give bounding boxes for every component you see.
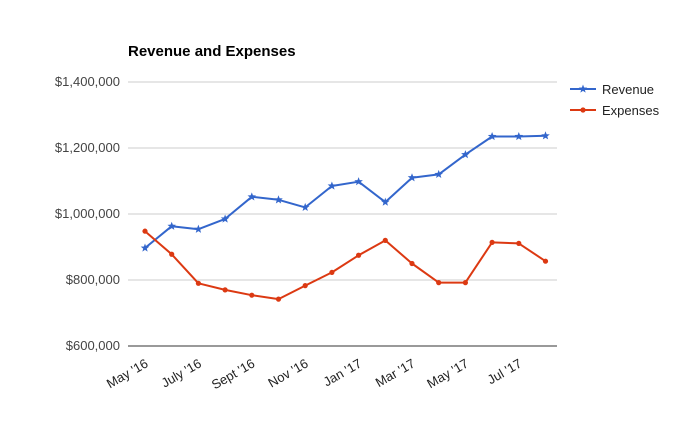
x-tick-label: Jul '17 [485,356,525,388]
chart-title: Revenue and Expenses [128,43,296,60]
expenses-data-point[interactable] [195,280,201,286]
revenue-data-point[interactable] [541,131,550,140]
expenses-data-point[interactable] [169,251,175,257]
revenue-data-point[interactable] [274,195,283,204]
expenses-data-point[interactable] [382,237,388,243]
revenue-data-point[interactable] [220,214,230,223]
x-tick-label: Nov '16 [265,356,310,391]
revenue-data-point[interactable] [407,173,417,182]
revenue-data-point[interactable] [140,243,150,252]
expenses-data-point[interactable] [142,228,148,234]
expenses-data-point[interactable] [516,240,522,246]
revenue-data-point[interactable] [327,181,337,190]
expenses-data-point[interactable] [329,269,335,276]
expenses-data-point[interactable] [542,258,549,264]
x-tick-label: Sept '16 [209,356,257,393]
expenses-data-point[interactable] [489,239,495,245]
y-tick-label: $1,200,000 [55,140,120,155]
revenue-data-point[interactable] [194,224,203,233]
legend-label-expenses[interactable]: Expenses [602,103,660,118]
expenses-data-point[interactable] [356,252,362,258]
revenue-data-point[interactable] [247,192,257,201]
revenue-data-point[interactable] [381,197,390,206]
revenue-data-point[interactable] [354,177,363,186]
y-tick-label: $1,400,000 [55,74,120,89]
revenue-data-point[interactable] [300,202,310,212]
revenue-data-point[interactable] [434,169,443,179]
expenses-data-point[interactable] [462,280,468,286]
expenses-data-point[interactable] [302,283,308,289]
expenses-data-point[interactable] [409,260,415,267]
expenses-data-point[interactable] [249,292,255,298]
x-tick-label: July '16 [159,356,204,391]
revenue-data-point[interactable] [167,221,176,230]
expenses-data-point[interactable] [275,296,282,302]
legend-label-revenue[interactable]: Revenue [602,82,654,97]
y-tick-label: $1,000,000 [55,206,120,221]
revenue-data-point[interactable] [514,131,524,141]
y-tick-label: $800,000 [66,272,120,287]
revenue-data-point[interactable] [487,131,497,141]
expenses-data-point[interactable] [222,287,228,293]
revenue-series-line [144,134,546,249]
legend-marker-revenue [578,84,588,93]
x-tick-label: May '16 [104,356,151,392]
legend-marker-expenses [580,107,586,113]
revenue-data-point[interactable] [461,150,470,159]
expenses-series-line [144,230,547,301]
expenses-data-point[interactable] [436,280,442,286]
x-tick-label: May '17 [424,356,471,392]
x-tick-label: Mar '17 [373,356,418,390]
x-tick-label: Jan '17 [321,356,364,390]
y-tick-label: $600,000 [66,338,120,353]
